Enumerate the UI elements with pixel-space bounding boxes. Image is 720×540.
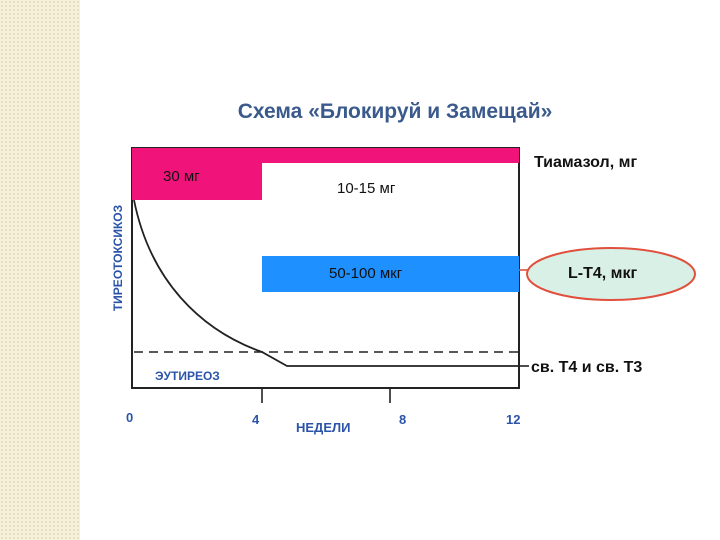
- slide-title: Схема «Блокируй и Замещай»: [237, 100, 553, 123]
- x-tick-label: 0: [126, 410, 134, 425]
- levothyroxine-highlight-ellipse: [526, 247, 696, 301]
- thiamazole-initial-dose: 30 мг: [163, 168, 200, 185]
- x-tick-label: 4: [252, 412, 260, 427]
- thiamazole-maintenance-dose: 10-15 мг: [337, 180, 396, 197]
- decorative-side-strip: [0, 0, 80, 540]
- x-axis-label: НЕДЕЛИ: [296, 420, 351, 435]
- thiamazole-legend: Тиамазол, мг: [534, 154, 638, 171]
- levothyroxine-bar: [262, 256, 519, 292]
- x-tick-label: 8: [399, 412, 407, 427]
- thiamazole-bar: [132, 148, 519, 200]
- free-hormones-legend: св. T4 и св. T3: [531, 359, 643, 376]
- euthyroid-label: ЭУТИРЕОЗ: [155, 369, 220, 383]
- levothyroxine-dose: 50-100 мкг: [329, 265, 403, 282]
- levothyroxine-legend: L-T4, мкг: [568, 265, 638, 282]
- x-tick-label: 12: [506, 412, 521, 427]
- y-axis-label: ТИРЕОТОКСИКОЗ: [111, 204, 125, 312]
- hormone-level-curve: [133, 199, 519, 367]
